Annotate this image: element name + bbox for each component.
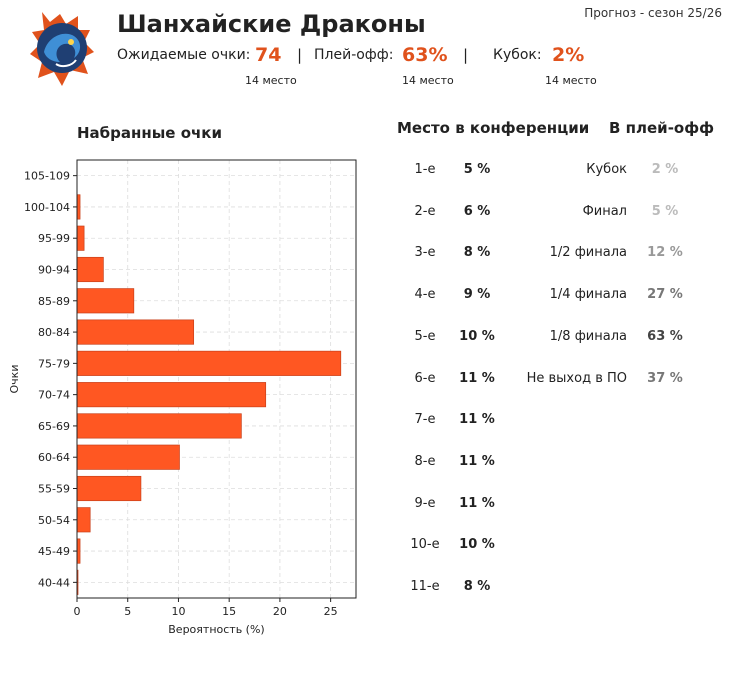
playoff-pct: 27 % [647,287,683,303]
bar [76,350,342,376]
conference-place: 4-е [414,287,436,303]
conference-place: 3-е [414,245,436,261]
conference-pct: 6 % [463,203,491,219]
conference-place: 6-е [414,370,436,386]
bar [76,413,242,439]
conference-pct: 10 % [459,537,495,553]
separator: | [463,46,469,64]
y-tick-label: 100-104 [24,201,70,214]
y-tick-label: 65-69 [38,420,70,433]
conference-place: 7-е [414,412,436,428]
y-tick-label: 95-99 [38,232,70,245]
conference-pct: 8 % [463,245,491,261]
conference-place: 2-е [414,203,436,219]
team-logo [30,12,94,86]
conference-place: 1-е [414,162,436,177]
y-tick-label: 45-49 [38,545,70,558]
playoff-pct: 2 % [651,162,679,177]
y-tick-label: 40-44 [38,576,70,589]
x-axis-label: Вероятность (%) [168,623,264,636]
playoff-stage: 1/8 финала [549,328,627,344]
expected-points-rank: 14 место [245,74,297,87]
y-tick-label: 85-89 [38,295,70,308]
bar [76,507,91,533]
bar [76,319,195,345]
conference-place: 10-е [410,537,440,553]
x-tick-label: 0 [74,605,81,618]
bar [76,382,267,408]
bar [76,475,142,502]
conference-pct: 11 % [459,370,495,386]
conference-place: 8-е [414,453,436,469]
x-tick-label: 5 [124,605,131,618]
team-name: Шанхайские Драконы [117,10,426,38]
playoff-pct: 37 % [647,370,683,386]
playoffs-title: В плей-офф [609,119,714,137]
bar [76,444,180,470]
playoff-value: 63% [402,44,448,66]
conference-pct: 10 % [459,328,495,344]
conference-place: 11-е [410,579,440,594]
y-axis-label: Очки [8,365,21,394]
cup-value: 2% [552,44,585,66]
season-label: Прогноз - сезон 25/26 [584,6,722,20]
y-tick-label: 55-59 [38,483,70,496]
x-tick-label: 10 [171,605,185,618]
y-tick-label: 70-74 [38,389,70,402]
bar [76,288,135,314]
playoff-pct: 12 % [647,245,683,261]
conference-pct: 11 % [459,495,495,511]
x-tick-label: 20 [273,605,287,618]
separator: | [297,46,303,64]
x-tick-label: 15 [222,605,236,618]
chart-title: Набранные очки [77,124,222,142]
y-tick-label: 80-84 [38,326,70,339]
bar [76,256,104,283]
playoff-stage: Финал [582,203,627,219]
y-tick-label: 60-64 [38,451,70,464]
playoff-stage: 1/2 финала [549,245,627,261]
playoff-stage: Кубок [586,162,627,177]
playoff-stage: 1/4 финала [549,287,627,303]
cup-label: Кубок: [493,47,542,63]
bar [76,225,85,251]
expected-points-label: Ожидаемые очки: [117,47,251,63]
conference-pct: 9 % [463,287,491,303]
conference-pct: 11 % [459,412,495,428]
points-chart: 105-109 100-104 95-99 90-94 85-89 80-84 75-79 7… [8,159,357,636]
plot-frame [76,159,357,599]
y-tick-label: 90-94 [38,264,70,277]
x-tick-label: 25 [324,605,338,618]
conference-pct: 5 % [463,162,491,177]
conference-pct: 11 % [459,453,495,469]
conference-place: 5-е [414,328,436,344]
playoff-stage: Не выход в ПО [526,370,627,386]
cup-rank: 14 место [545,74,597,87]
conference-pct: 8 % [463,579,491,594]
conference-title: Место в конференции [397,119,590,137]
playoff-pct: 5 % [651,203,679,219]
playoff-rank: 14 место [402,74,454,87]
expected-points-value: 74 [255,44,282,66]
y-tick-label: 50-54 [38,514,70,527]
y-tick-label: 105-109 [24,170,70,183]
playoff-pct: 63 % [647,328,683,344]
conference-place: 9-е [414,495,436,511]
y-tick-label: 75-79 [38,357,70,370]
playoff-label: Плей-офф: [314,47,394,63]
